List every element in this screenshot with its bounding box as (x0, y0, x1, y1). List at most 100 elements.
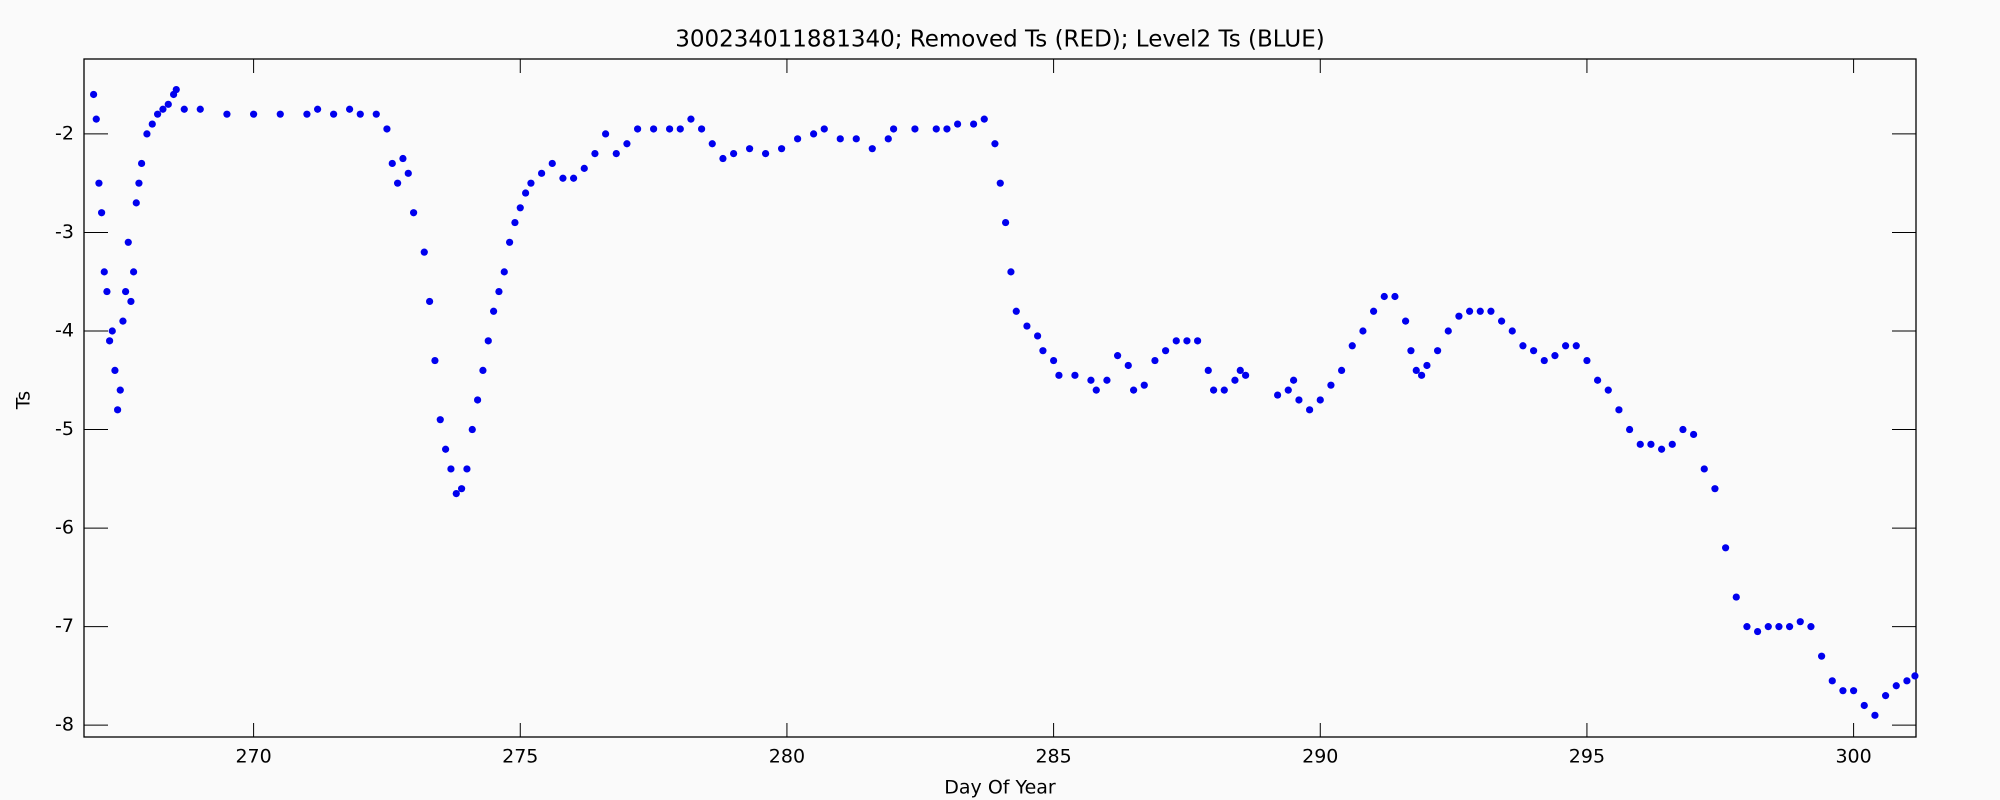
point (1754, 627, 1762, 636)
point (1407, 347, 1415, 355)
point (1786, 623, 1794, 631)
point (1700, 465, 1708, 473)
y-tick-label: -3 (55, 221, 74, 243)
point (666, 125, 674, 133)
point (612, 150, 620, 158)
point (1306, 406, 1314, 414)
point (1476, 307, 1484, 315)
point (1796, 618, 1804, 626)
point (687, 115, 695, 123)
point (932, 125, 940, 133)
point (442, 445, 450, 453)
point (124, 238, 132, 246)
point (90, 90, 98, 99)
y-tick-label: -6 (55, 517, 74, 539)
point (1050, 356, 1058, 365)
point (1626, 425, 1634, 434)
point (794, 135, 802, 143)
point (1071, 371, 1079, 379)
point (452, 489, 460, 498)
point (810, 130, 818, 138)
point (570, 174, 578, 182)
point (511, 218, 519, 227)
point (98, 209, 106, 217)
y-axis-label: Ts (13, 391, 35, 410)
point (708, 140, 716, 148)
point (314, 105, 322, 113)
point (996, 179, 1004, 187)
plot-frame (83, 58, 1917, 738)
point (1732, 593, 1740, 601)
point (108, 327, 116, 335)
point (1183, 337, 1191, 345)
point (436, 416, 444, 424)
point (490, 307, 498, 315)
point (1911, 672, 1919, 680)
point (1519, 342, 1527, 350)
point (420, 248, 428, 256)
point (1023, 322, 1031, 330)
point (1860, 701, 1868, 710)
point (991, 140, 999, 148)
y-tick-label: -8 (55, 714, 74, 736)
point (527, 179, 535, 187)
point (223, 110, 231, 118)
point (1722, 544, 1730, 552)
point (388, 159, 396, 168)
point (410, 209, 418, 217)
point (911, 125, 919, 133)
point (1594, 376, 1602, 384)
point (852, 135, 860, 143)
point (346, 105, 354, 113)
point (92, 115, 100, 123)
point (303, 110, 311, 118)
point (980, 115, 988, 123)
y-tick-label: -2 (55, 122, 74, 144)
x-tick-label: 275 (502, 746, 538, 768)
point (1444, 327, 1452, 335)
x-tick-label: 270 (235, 746, 271, 768)
point (1327, 381, 1335, 389)
point (143, 130, 151, 138)
point (1903, 677, 1911, 685)
point (276, 110, 284, 118)
point (1194, 337, 1202, 345)
point (506, 238, 514, 246)
point (1034, 332, 1042, 340)
point (356, 110, 364, 118)
point (1498, 317, 1506, 325)
point (1290, 376, 1298, 384)
point (127, 297, 135, 306)
point (1162, 347, 1170, 355)
point (372, 110, 380, 118)
point (1455, 312, 1463, 320)
point (1130, 386, 1138, 394)
x-axis-label: Day Of Year (944, 777, 1056, 799)
point (634, 125, 642, 133)
point (1007, 268, 1015, 276)
point (1882, 692, 1890, 700)
point (890, 125, 898, 133)
point (1850, 687, 1858, 695)
point (1114, 352, 1122, 360)
point (138, 159, 146, 168)
point (1348, 342, 1356, 350)
point (548, 159, 556, 168)
point (516, 204, 524, 212)
point (730, 150, 738, 158)
point (522, 189, 530, 197)
point (719, 154, 727, 163)
point (1743, 623, 1751, 631)
point (778, 145, 786, 153)
point (1220, 386, 1228, 394)
point (1466, 307, 1474, 315)
y-tick-label: -4 (55, 319, 74, 341)
point (1679, 425, 1687, 434)
x-tick-label: 290 (1302, 746, 1338, 768)
point (884, 135, 892, 143)
x-tick-label: 300 (1835, 746, 1871, 768)
point (1231, 376, 1239, 384)
point (100, 268, 108, 276)
point (1530, 347, 1538, 355)
point (538, 169, 546, 177)
